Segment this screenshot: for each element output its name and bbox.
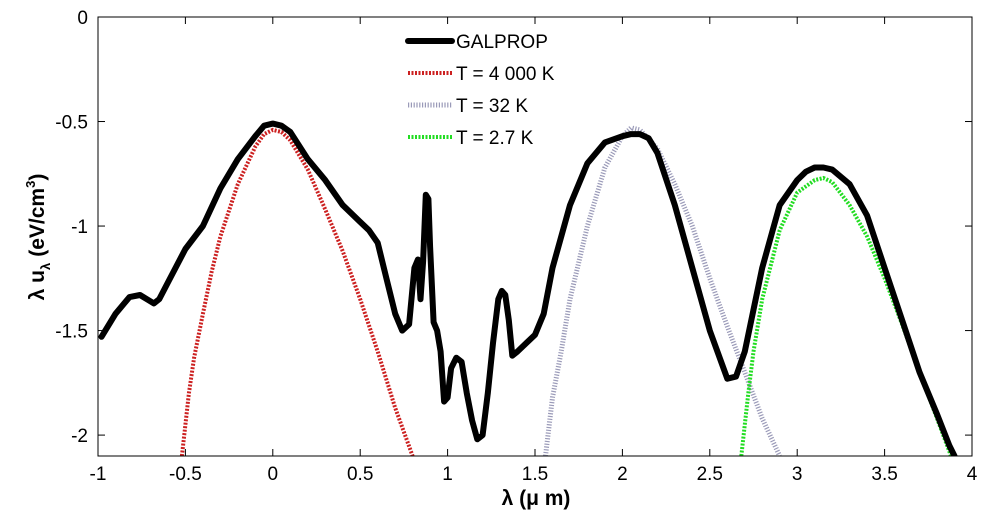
y-axis-label-main: λ u <box>26 270 49 300</box>
y-tick-label: -0.5 <box>55 113 88 134</box>
y-tick-label: -2 <box>71 426 88 447</box>
x-tick-label: 0.5 <box>347 464 373 485</box>
tick-layer <box>97 16 973 456</box>
y-tick-label: -1 <box>71 217 88 238</box>
x-tick-label: -1 <box>90 464 107 485</box>
series-line-3 <box>739 175 953 456</box>
series-line-1 <box>179 127 415 456</box>
x-tick-label: 1.5 <box>522 464 548 485</box>
y-axis-label-close: ) <box>26 174 49 181</box>
series-line-2 <box>543 125 782 456</box>
legend-label-2: T = 32 K <box>456 96 528 117</box>
legend-label-3: T = 2.7 K <box>456 128 534 149</box>
x-tick-label: 3.5 <box>871 464 897 485</box>
x-axis-label: λ (μ m) <box>502 487 571 510</box>
series-layer <box>98 120 958 456</box>
x-tick-label: 2 <box>617 464 628 485</box>
y-tick-label: -1.5 <box>55 322 88 343</box>
x-tick-label: 1 <box>442 464 453 485</box>
y-axis-label-sub: λ <box>38 262 53 270</box>
legend-label-0: GALPROP <box>456 32 548 53</box>
legend: GALPROP T = 4 000 K T = 32 K T = 2.7 K <box>405 32 555 149</box>
x-tick-label: 2.5 <box>697 464 723 485</box>
x-tick-label: 3 <box>792 464 803 485</box>
y-axis-label-sup: 3 <box>23 181 38 188</box>
tick-label-layer: -1 -0.5 0 0.5 1 1.5 2 2.5 3 3.5 4 0 -0.5 -1 -1.5 -2 <box>55 8 977 485</box>
x-tick-label: 0 <box>268 464 279 485</box>
y-axis-label-unit: (eV/cm <box>26 188 49 257</box>
x-tick-label: 4 <box>967 464 978 485</box>
legend-label-1: T = 4 000 K <box>456 64 555 85</box>
y-axis-label: λ uλ (eV/cm3) <box>23 174 53 301</box>
x-tick-label: -0.5 <box>169 464 202 485</box>
y-tick-label: 0 <box>77 8 88 29</box>
series-line-0 <box>98 120 958 456</box>
